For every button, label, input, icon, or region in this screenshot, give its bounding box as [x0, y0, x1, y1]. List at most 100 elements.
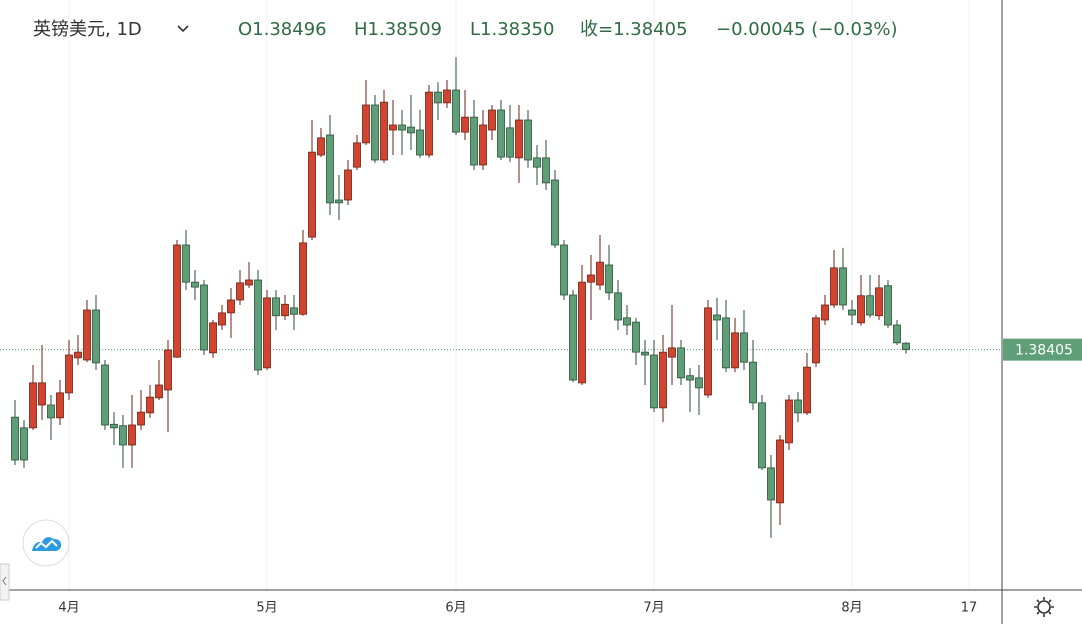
- candle-body: [533, 157, 541, 168]
- ohlc-label: L1.38350: [470, 19, 554, 40]
- candle-body: [146, 396, 154, 414]
- gear-ring[interactable]: [1037, 600, 1051, 614]
- settings-icon[interactable]: [1034, 597, 1054, 617]
- x-tick-label: 6月: [445, 601, 466, 616]
- ohlc-label: H1.38509: [354, 19, 442, 40]
- candle-body: [731, 332, 739, 369]
- candle-body: [344, 169, 352, 201]
- candle-body: [884, 285, 892, 326]
- candle-body: [137, 411, 145, 426]
- logo[interactable]: [22, 519, 70, 567]
- candle-body: [434, 91, 442, 104]
- candle-body: [596, 261, 604, 286]
- candle-body: [470, 116, 478, 166]
- candle-body: [389, 124, 397, 131]
- candle-body: [488, 109, 496, 131]
- candle-body: [416, 129, 424, 156]
- candle-body: [551, 179, 559, 246]
- candle-body: [164, 349, 172, 391]
- candle-body: [227, 299, 235, 314]
- candle-body: [263, 297, 271, 369]
- candle-body: [452, 89, 460, 133]
- candle-body: [155, 384, 163, 399]
- x-tick-label: 5月: [256, 601, 277, 616]
- candle-body: [695, 377, 703, 389]
- ohlc-legend: O1.38496 H1.38509 L1.38350 收=1.38405 −0.0004…: [238, 19, 898, 40]
- candle-body: [461, 116, 469, 133]
- side-tab-box[interactable]: [0, 563, 10, 601]
- candle-body: [407, 126, 415, 134]
- candle-body: [245, 279, 253, 286]
- side-tab[interactable]: [0, 563, 10, 601]
- candle-body: [317, 137, 325, 156]
- last-price-box: [1003, 338, 1082, 361]
- candle-body: [371, 104, 379, 161]
- candle-body: [668, 347, 676, 358]
- candle-body: [173, 244, 181, 358]
- candle-body: [758, 402, 766, 469]
- candle-body: [254, 279, 262, 371]
- last-price-label: 1.38405: [1015, 343, 1073, 359]
- candle-body: [236, 282, 244, 301]
- candle-body: [38, 382, 46, 406]
- candle-body: [380, 101, 388, 161]
- x-tick-label: 7月: [643, 601, 664, 616]
- candle-body: [353, 142, 361, 168]
- candle-body: [281, 303, 289, 317]
- candle-body: [182, 244, 190, 283]
- candle-body: [65, 354, 73, 394]
- candle-body: [713, 314, 721, 321]
- candle-body: [335, 199, 343, 204]
- candle-body: [524, 119, 532, 161]
- interval-chevron[interactable]: [177, 25, 189, 33]
- candle-body: [803, 366, 811, 414]
- candle-body: [587, 274, 595, 283]
- candle-body: [209, 322, 217, 354]
- candle-body: [20, 427, 28, 461]
- candle-body: [299, 242, 307, 315]
- candle-body: [92, 309, 100, 364]
- candle-body: [110, 423, 118, 429]
- candle-body: [569, 294, 577, 381]
- candle-body: [11, 416, 19, 461]
- candle-body: [893, 324, 901, 344]
- candle-body: [290, 307, 298, 315]
- logo-cloud: [32, 537, 62, 551]
- candle-body: [272, 297, 280, 317]
- candle-body: [101, 364, 109, 426]
- candle-body: [704, 307, 712, 396]
- candle-body: [29, 382, 37, 429]
- candle-body: [443, 89, 451, 104]
- candle-body: [677, 347, 685, 379]
- candle-body: [191, 281, 199, 288]
- candle-body: [560, 244, 568, 296]
- candle-body: [614, 292, 622, 321]
- gear-teeth: [1034, 597, 1054, 617]
- candle-body: [776, 439, 784, 504]
- candle-body: [650, 354, 658, 409]
- candle-body: [839, 267, 847, 306]
- candle-body: [749, 361, 757, 404]
- candle-body: [578, 281, 586, 384]
- candle-body: [74, 351, 82, 359]
- candle-body: [812, 317, 820, 364]
- candle-body: [308, 151, 316, 238]
- candle-body: [497, 109, 505, 158]
- ohlc-label: −0.00045 (−0.03%): [716, 19, 898, 40]
- candle-body: [821, 304, 829, 321]
- candle-body: [722, 317, 730, 369]
- x-tick-label: 4月: [58, 601, 79, 616]
- candle-body: [740, 332, 748, 363]
- candles: [11, 57, 910, 538]
- x-tick-label: 8月: [841, 601, 862, 616]
- candle-body: [623, 317, 631, 326]
- candle-body: [128, 424, 136, 446]
- x-tick-label: 17: [961, 601, 978, 616]
- logo-line: [35, 539, 58, 549]
- candle-body: [56, 392, 64, 419]
- candle-body: [479, 124, 487, 166]
- candle-body: [767, 467, 775, 501]
- candle-body: [362, 104, 370, 144]
